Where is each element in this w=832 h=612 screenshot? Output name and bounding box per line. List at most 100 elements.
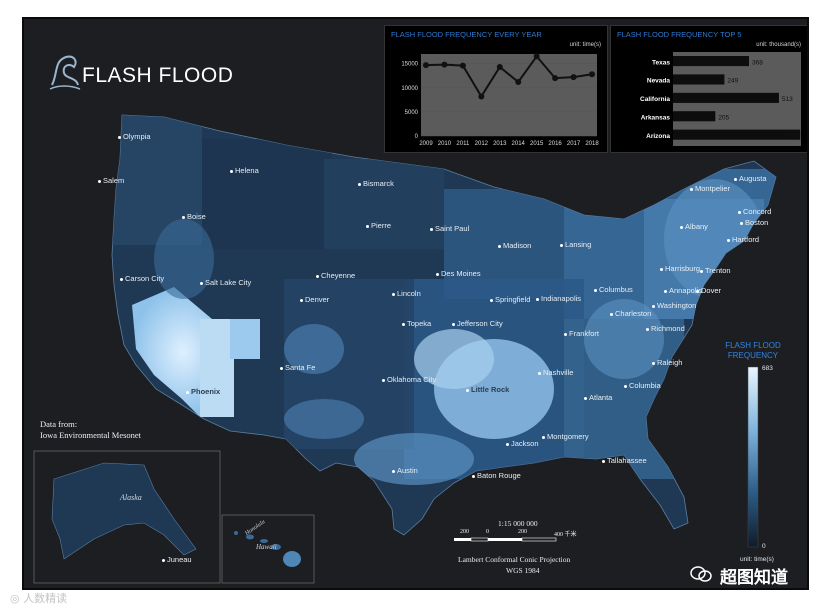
x-tick-label: 2017 bbox=[567, 141, 581, 147]
city-name: Richmond bbox=[651, 324, 685, 333]
alaska-shape bbox=[51, 462, 197, 560]
plot-background bbox=[421, 54, 597, 136]
hawaii-islands bbox=[234, 531, 301, 567]
city-name: Albany bbox=[685, 222, 708, 231]
city-topeka: Topeka bbox=[402, 319, 431, 328]
legend-min-label: 0 bbox=[762, 543, 766, 550]
value-label: 249 bbox=[727, 78, 738, 85]
city-name: Tallahassee bbox=[607, 456, 647, 465]
city-salt-lake-city: Salt Lake City bbox=[200, 278, 251, 287]
city-pierre: Pierre bbox=[366, 221, 391, 230]
city-dot-icon bbox=[118, 135, 121, 139]
city-dot-icon bbox=[366, 224, 369, 228]
bar bbox=[673, 56, 749, 67]
city-montgomery: Montgomery bbox=[542, 432, 589, 441]
city-augusta: Augusta bbox=[734, 174, 767, 183]
city-santa-fe: Santa Fe bbox=[280, 363, 315, 372]
city-name: Trenton bbox=[705, 266, 731, 275]
city-jefferson-city: Jefferson City bbox=[452, 319, 503, 328]
data-point bbox=[423, 62, 429, 69]
data-point bbox=[478, 93, 485, 100]
city-dot-icon bbox=[727, 238, 730, 242]
city-little-rock: Little Rock bbox=[466, 385, 509, 394]
city-name: Salt Lake City bbox=[205, 278, 252, 287]
city-concord: Concord bbox=[738, 207, 771, 216]
city-name: Washington bbox=[657, 301, 697, 310]
category-label: Nevada bbox=[647, 78, 671, 85]
city-dot-icon bbox=[734, 177, 737, 181]
city-cheyenne: Cheyenne bbox=[316, 271, 355, 280]
scale-tick-200a: 200 bbox=[460, 529, 469, 535]
bar bbox=[673, 74, 725, 85]
city-washington: Washington bbox=[652, 301, 696, 310]
y-tick-label: 5000 bbox=[405, 110, 419, 116]
series-line bbox=[425, 54, 593, 99]
city-name: Montgomery bbox=[547, 432, 589, 441]
city-name: Salem bbox=[103, 176, 125, 185]
city-springfield: Springfield bbox=[490, 295, 530, 304]
city-name: Concord bbox=[743, 207, 772, 216]
city-name: Madison bbox=[503, 241, 532, 250]
city-dot-icon bbox=[584, 396, 587, 400]
category-label: California bbox=[640, 96, 670, 103]
legend-title: FLASH FLOOD FREQUENCY bbox=[718, 341, 788, 361]
city-name: Phoenix bbox=[191, 387, 221, 396]
city-name: Montpelier bbox=[695, 184, 731, 193]
top5-bar-chart: Texas 368 Nevada 249 California 513 Arkansas 20… bbox=[640, 52, 801, 146]
data-point bbox=[570, 74, 577, 81]
city-dot-icon bbox=[610, 312, 613, 316]
city-name: Boston bbox=[745, 218, 769, 227]
city-name: Harrisburg bbox=[665, 264, 701, 273]
city-dot-icon bbox=[542, 435, 545, 439]
city-name: Pierre bbox=[371, 221, 392, 230]
city-salem: Salem bbox=[98, 176, 124, 185]
city-name: Charleston bbox=[615, 309, 652, 318]
city-charleston: Charleston bbox=[610, 309, 651, 318]
x-tick-label: 2015 bbox=[530, 141, 544, 147]
top5-panel-title: FLASH FLOOD FREQUENCY TOP 5 bbox=[617, 30, 742, 39]
city-name: Saint Paul bbox=[435, 224, 470, 233]
top5-panel-unit: unit: thousand(s) bbox=[756, 42, 801, 48]
x-tick-label: 2014 bbox=[512, 141, 526, 147]
city-dot-icon bbox=[564, 332, 567, 336]
city-name: Baton Rouge bbox=[477, 471, 521, 480]
city-name: Austin bbox=[397, 466, 418, 475]
city-atlanta: Atlanta bbox=[584, 393, 612, 402]
city-dot-icon bbox=[506, 442, 509, 446]
city-name: Topeka bbox=[407, 319, 432, 328]
city-lansing: Lansing bbox=[560, 240, 591, 249]
scale-tick-400: 400 千米 bbox=[554, 532, 577, 538]
projection-name: Lambert Conformal Conic Projection bbox=[458, 555, 571, 564]
city-name: Little Rock bbox=[471, 385, 510, 394]
city-name: Dover bbox=[701, 286, 722, 295]
city-helena: Helena bbox=[230, 166, 259, 175]
value-label: 616 bbox=[789, 133, 800, 140]
data-source-line1: Data from: bbox=[40, 419, 78, 429]
city-dot-icon bbox=[230, 169, 233, 173]
scale-bar bbox=[454, 537, 557, 542]
city-dot-icon bbox=[660, 267, 663, 271]
data-point bbox=[552, 75, 559, 82]
city-des-moines: Des Moines bbox=[436, 269, 481, 278]
city-indianapolis: Indianapolis bbox=[536, 294, 581, 303]
hawaii-label: Hawaii bbox=[256, 543, 277, 551]
city-denver: Denver bbox=[300, 295, 329, 304]
city-richmond: Richmond bbox=[646, 324, 685, 333]
top5-panel: FLASH FLOOD FREQUENCY TOP 5 unit: thousa… bbox=[610, 25, 807, 153]
city-harrisburg: Harrisburg bbox=[660, 264, 700, 273]
watermark-left-icon: ◎ bbox=[10, 592, 24, 605]
x-tick-label: 2009 bbox=[419, 141, 433, 147]
city-name: Columbus bbox=[599, 285, 633, 294]
city-dot-icon bbox=[280, 366, 283, 370]
city-name: Bismarck bbox=[363, 179, 394, 188]
x-tick-label: 2016 bbox=[548, 141, 562, 147]
city-dot-icon bbox=[624, 384, 627, 388]
city-dot-icon bbox=[466, 388, 469, 392]
city-phoenix: Phoenix bbox=[186, 387, 220, 396]
city-name: Nashville bbox=[543, 368, 574, 377]
city-name: Jefferson City bbox=[457, 319, 503, 328]
city-name: Springfield bbox=[495, 295, 531, 304]
hawaii-inset bbox=[221, 514, 315, 584]
city-trenton: Trenton bbox=[700, 266, 731, 275]
